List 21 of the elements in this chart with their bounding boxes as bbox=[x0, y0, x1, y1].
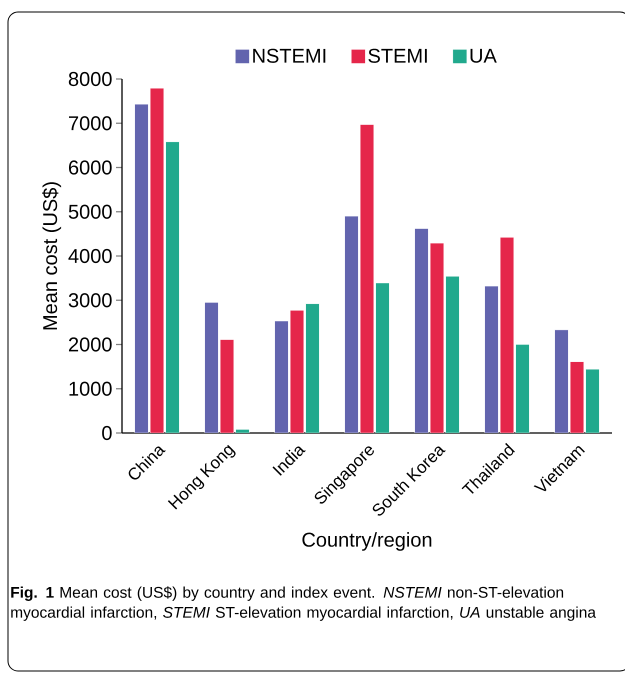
bar bbox=[446, 276, 460, 433]
bar bbox=[166, 142, 180, 433]
y-tick-label: 6000 bbox=[68, 160, 112, 175]
text: Fig. 1 Mean cost (US$) by country and index event. NSTEMI non-ST-elevation myocardial infarction, STEMI ST-elevation myocardial infarction, UA unstable angina bbox=[11, 586, 596, 621]
y-axis-title: Mean cost (US$) bbox=[42, 182, 62, 330]
y-tick-label: 3000 bbox=[68, 293, 112, 308]
bar bbox=[586, 369, 600, 433]
legend-label: UA bbox=[470, 48, 497, 63]
x-axis-title: Country/region bbox=[302, 532, 432, 551]
bar bbox=[376, 282, 390, 433]
y-tick-label: 2000 bbox=[68, 337, 112, 352]
legend-label: NSTEMI bbox=[253, 48, 326, 63]
y-tick-label: 7000 bbox=[68, 116, 112, 130]
bar bbox=[306, 304, 320, 433]
y-tick-label: 8000 bbox=[68, 72, 112, 86]
y-tick-label: 5000 bbox=[68, 204, 112, 219]
y-tick-label: 4000 bbox=[68, 248, 112, 264]
y-tick-label: 0 bbox=[102, 426, 112, 440]
legend-label: STEMI bbox=[368, 48, 427, 63]
y-tick-label: 1000 bbox=[69, 382, 112, 396]
bar bbox=[516, 344, 530, 433]
